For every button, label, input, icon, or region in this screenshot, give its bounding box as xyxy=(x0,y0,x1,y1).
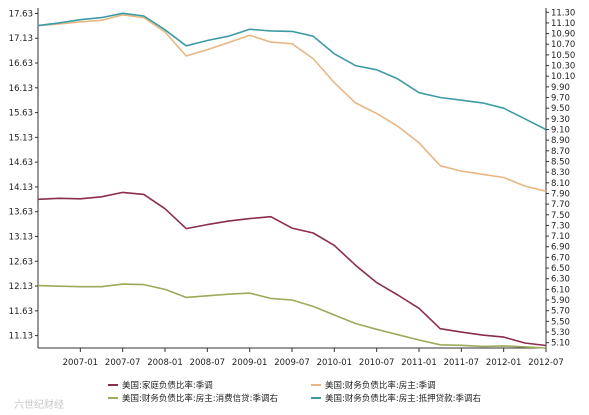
x-axis-ticks: 2007-01 2007-07 2008-01 2008-07 2009-01 2009-… xyxy=(63,348,564,368)
watermark-text: 六世纪财经 xyxy=(14,398,64,411)
legend: 美国:家庭负债比率:季调 美国:财务负债比率:房主:季调美国:财务负债比率:房主:… xyxy=(108,380,481,404)
left-axis-ticks: 11.13 11.63 12.13 12.63 13.13 13.63 14.13 14.63… xyxy=(9,9,38,342)
left-tick-label: 13.63 xyxy=(9,208,33,218)
series-line-3 xyxy=(37,283,547,349)
x-tick-label: 2010-01 xyxy=(317,358,353,368)
legend-label-4: 美国:财务负债比率:房主:抵押贷款:季调右 xyxy=(325,393,481,404)
left-tick-label: 17.63 xyxy=(9,9,33,19)
right-tick-label: 8.50 xyxy=(551,157,570,167)
right-tick-label: 10.50 xyxy=(551,51,575,61)
x-tick-label: 2011-07 xyxy=(444,358,480,368)
right-tick-label: 10.90 xyxy=(551,30,575,40)
series-line-2 xyxy=(37,14,547,193)
right-tick-label: 7.70 xyxy=(551,200,570,210)
right-tick-label: 6.30 xyxy=(551,275,570,285)
left-tick-label: 16.63 xyxy=(9,59,33,69)
left-tick-label: 14.13 xyxy=(9,183,33,193)
right-tick-label: 9.70 xyxy=(551,94,570,104)
right-axis-ticks: 5.105.305.505.705.906.106.306.506.706.90… xyxy=(546,8,575,349)
legend-label-2: 美国:财务负债比率:房主:季调 xyxy=(325,380,436,391)
right-tick-label: 9.10 xyxy=(551,126,570,136)
right-tick-label: 6.50 xyxy=(551,264,570,274)
x-tick-label: 2008-07 xyxy=(190,358,226,368)
left-tick-label: 17.13 xyxy=(9,34,33,44)
right-tick-label: 11.30 xyxy=(551,8,575,18)
right-tick-label: 8.30 xyxy=(551,168,570,178)
right-tick-label: 7.30 xyxy=(551,221,570,231)
right-tick-label: 6.90 xyxy=(551,243,570,253)
left-tick-label: 16.13 xyxy=(9,84,33,94)
right-tick-label: 5.30 xyxy=(551,328,570,338)
right-tick-label: 8.70 xyxy=(551,147,570,157)
right-tick-label: 9.30 xyxy=(551,115,570,125)
right-tick-label: 5.70 xyxy=(551,307,570,317)
x-tick-label: 2009-01 xyxy=(232,358,268,368)
right-tick-label: 10.10 xyxy=(551,72,575,82)
left-tick-label: 11.63 xyxy=(9,307,33,317)
right-tick-label: 6.10 xyxy=(551,285,570,295)
right-tick-label: 5.50 xyxy=(551,317,570,327)
right-tick-label: 5.90 xyxy=(551,296,570,306)
left-tick-label: 14.63 xyxy=(9,158,33,168)
series-line-4 xyxy=(37,12,547,131)
left-tick-label: 12.13 xyxy=(9,282,33,292)
right-tick-label: 7.10 xyxy=(551,232,570,242)
x-tick-label: 2008-01 xyxy=(147,358,183,368)
legend-label-1: 美国:家庭负债比率:季调 xyxy=(122,380,213,391)
legend-label-3: 美国:财务负债比率:房主:消费信贷:季调右 xyxy=(122,393,278,404)
right-tick-label: 9.90 xyxy=(551,83,570,93)
right-tick-label: 8.10 xyxy=(551,179,570,189)
x-tick-label: 2007-01 xyxy=(63,358,99,368)
right-tick-label: 10.30 xyxy=(551,62,575,72)
right-tick-label: 10.70 xyxy=(551,40,575,50)
x-tick-label: 2009-07 xyxy=(274,358,310,368)
right-tick-label: 8.90 xyxy=(551,136,570,146)
x-tick-label: 2012-07 xyxy=(528,358,564,368)
left-tick-label: 11.13 xyxy=(9,332,33,342)
x-tick-label: 2011-01 xyxy=(401,358,437,368)
right-tick-label: 5.10 xyxy=(551,339,570,349)
right-tick-label: 11.10 xyxy=(551,19,575,29)
right-tick-label: 6.70 xyxy=(551,253,570,263)
left-tick-label: 15.63 xyxy=(9,109,33,119)
chart-series xyxy=(37,12,547,349)
right-tick-label: 7.90 xyxy=(551,189,570,199)
x-tick-label: 2012-01 xyxy=(486,358,522,368)
left-tick-label: 15.13 xyxy=(9,133,33,143)
x-tick-label: 2010-07 xyxy=(359,358,395,368)
left-tick-label: 13.13 xyxy=(9,232,33,242)
chart-axes xyxy=(37,8,547,349)
left-tick-label: 12.63 xyxy=(9,257,33,267)
right-tick-label: 7.50 xyxy=(551,211,570,221)
series-line-1 xyxy=(37,191,547,347)
x-tick-label: 2007-07 xyxy=(105,358,141,368)
right-tick-label: 9.50 xyxy=(551,104,570,114)
